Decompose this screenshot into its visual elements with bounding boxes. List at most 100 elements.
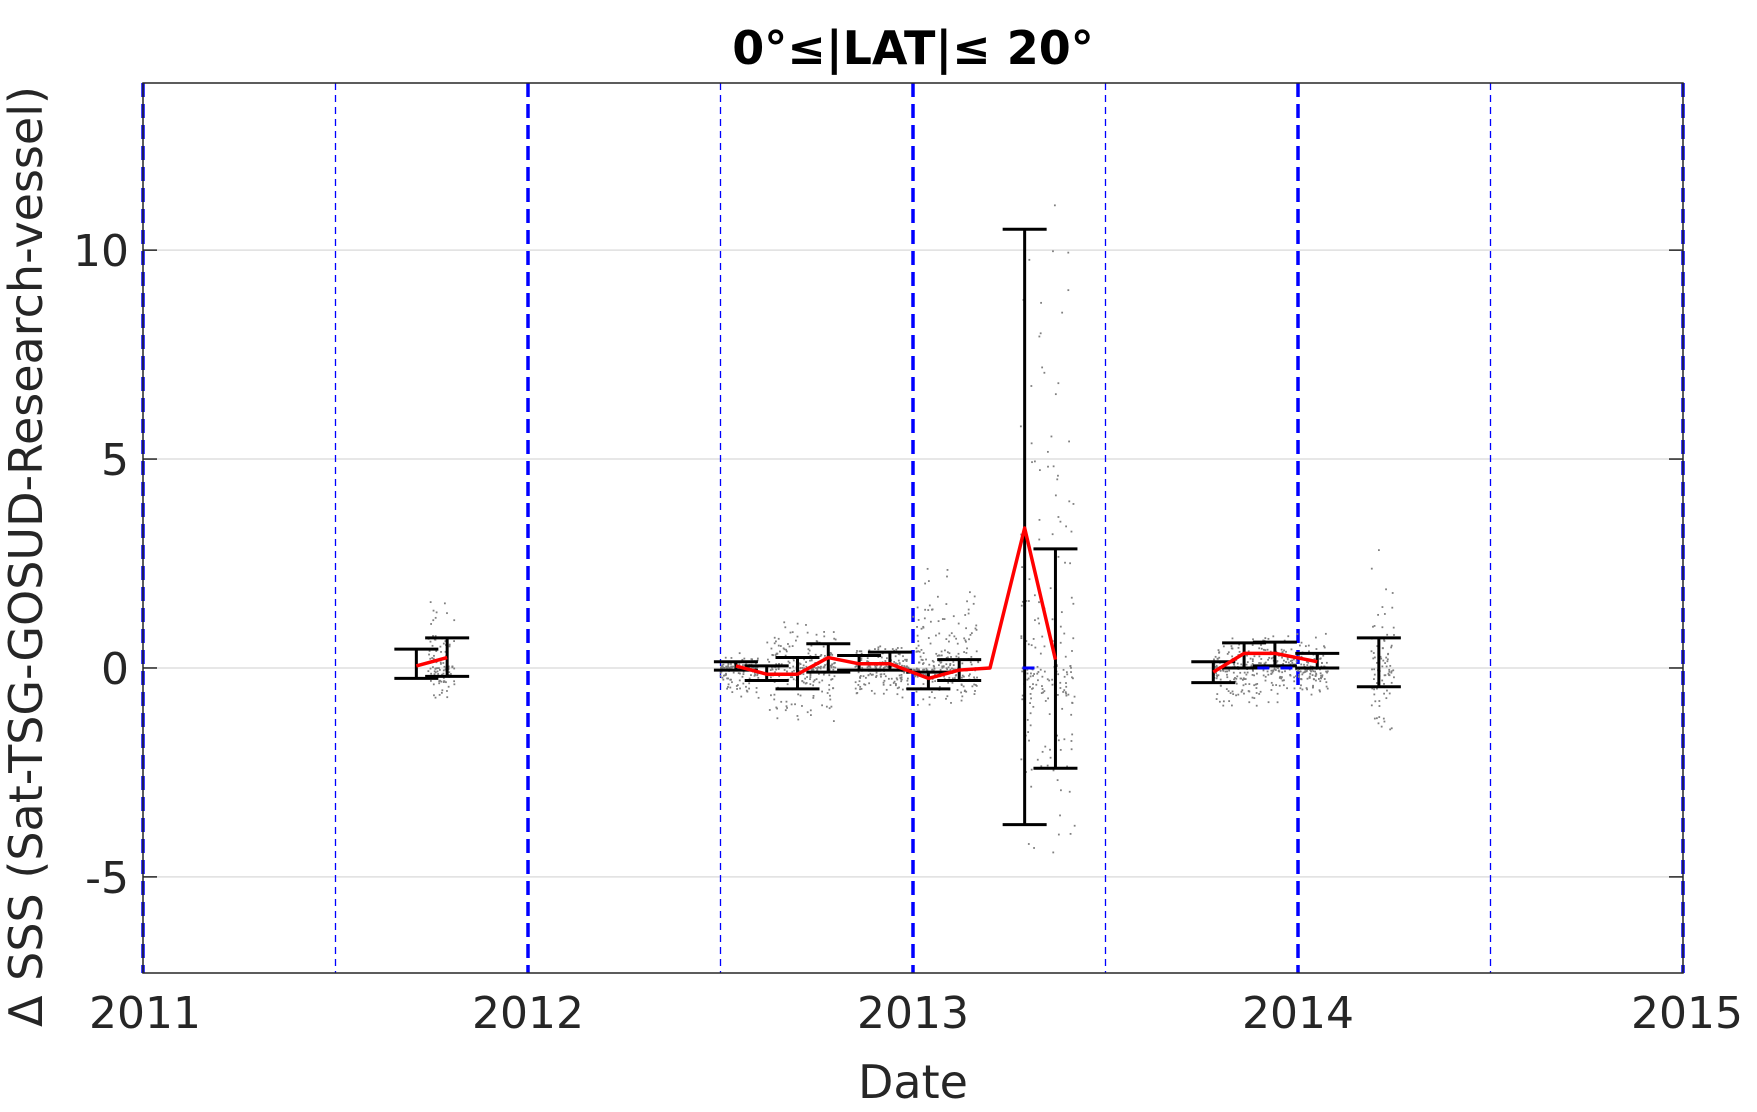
scatter-point	[775, 640, 777, 643]
scatter-point	[1297, 669, 1299, 672]
scatter-point	[922, 698, 925, 701]
scatter-point	[447, 685, 450, 688]
scatter-point	[831, 678, 834, 680]
scatter-point	[1062, 691, 1065, 693]
scatter-point	[900, 676, 903, 679]
scatter-point	[1219, 669, 1222, 672]
scatter-point	[1270, 669, 1273, 672]
scatter-point	[1244, 683, 1247, 686]
scatter-point	[788, 645, 791, 648]
scatter-point	[1052, 851, 1055, 854]
scatter-point	[1057, 673, 1060, 676]
scatter-point	[1020, 758, 1023, 761]
scatter-point	[1266, 648, 1269, 651]
scatter-point	[1287, 635, 1290, 638]
scatter-point	[1370, 650, 1373, 653]
scatter-point	[1038, 469, 1041, 472]
scatter-point	[859, 676, 861, 679]
scatter-point	[1291, 659, 1294, 662]
scatter-point	[1056, 665, 1058, 667]
scatter-point	[1070, 666, 1072, 669]
scatter-point	[818, 666, 821, 669]
scatter-point	[866, 660, 869, 663]
scatter-point	[1300, 663, 1303, 666]
scatter-point	[436, 670, 439, 673]
scatter-point	[1072, 602, 1075, 605]
scatter-point	[927, 637, 930, 639]
scatter-point	[1307, 644, 1310, 647]
scatter-point	[925, 669, 928, 672]
scatter-point	[1272, 669, 1275, 672]
mean-line-segment	[735, 526, 1058, 681]
scatter-point	[727, 677, 729, 680]
scatter-point	[948, 640, 950, 643]
scatter-point	[439, 645, 442, 648]
scatter-point	[1049, 748, 1051, 751]
scatter-point	[432, 635, 434, 637]
scatter-point	[810, 644, 813, 647]
scatter-point	[1239, 671, 1242, 674]
scatter-point	[1270, 673, 1273, 675]
scatter-point	[440, 651, 442, 653]
scatter-point	[1304, 668, 1307, 671]
scatter-point	[941, 665, 944, 668]
scatter-point	[780, 663, 783, 666]
scatter-point	[860, 652, 863, 655]
scatter-point	[917, 640, 920, 643]
scatter-point	[829, 653, 832, 656]
scatter-point	[748, 682, 751, 685]
scatter-point	[1063, 738, 1066, 741]
scatter-point	[1236, 662, 1239, 665]
scatter-point	[784, 709, 787, 712]
scatter-point	[861, 666, 864, 669]
scatter-point	[1259, 662, 1262, 665]
scatter-point	[945, 603, 948, 605]
scatter-point	[1286, 658, 1289, 661]
scatter-point	[1054, 393, 1057, 396]
scatter-point	[1027, 731, 1030, 733]
scatter-point	[820, 654, 823, 656]
scatter-point	[963, 651, 966, 653]
x-tick-label: 2011	[89, 988, 201, 1039]
scatter-point	[428, 653, 430, 656]
scatter-point	[441, 673, 443, 676]
scatter-point	[777, 644, 780, 647]
scatter-point	[1069, 832, 1072, 835]
scatter-point	[1266, 670, 1269, 673]
scatter-point	[1373, 688, 1375, 691]
scatter-point	[901, 664, 903, 667]
scatter-point	[859, 688, 861, 691]
scatter-point	[947, 681, 950, 684]
scatter-point	[1253, 674, 1256, 677]
scatter-point	[829, 698, 832, 701]
scatter-point	[943, 618, 946, 620]
scatter-point	[1227, 690, 1230, 693]
scatter-point	[1219, 684, 1222, 687]
scatter-point	[1243, 678, 1246, 680]
scatter-point	[1386, 633, 1389, 636]
scatter-point	[797, 718, 800, 721]
scatter-point	[961, 676, 963, 679]
scatter-point	[435, 611, 438, 614]
scatter-point	[885, 665, 888, 668]
scatter-point	[1392, 626, 1395, 629]
scatter-point	[1020, 635, 1023, 638]
x-tick-label: 2015	[1631, 988, 1743, 1039]
scatter-point	[1306, 661, 1308, 663]
scatter-point	[903, 665, 906, 667]
scatter-point	[726, 666, 729, 669]
x-tick-label: 2012	[472, 988, 584, 1039]
scatter-point	[1293, 676, 1296, 679]
scatter-point	[1060, 611, 1063, 614]
scatter-point	[896, 663, 899, 665]
scatter-point	[1278, 676, 1281, 679]
scatter-point	[1216, 666, 1219, 669]
scatter-point	[1071, 733, 1074, 736]
scatter-point	[1390, 670, 1393, 673]
scatter-point	[1050, 435, 1053, 438]
scatter-point	[955, 674, 958, 676]
scatter-point	[875, 676, 877, 678]
scatter-point	[433, 694, 435, 697]
scatter-point	[777, 668, 780, 671]
scatter-point	[1233, 663, 1236, 666]
